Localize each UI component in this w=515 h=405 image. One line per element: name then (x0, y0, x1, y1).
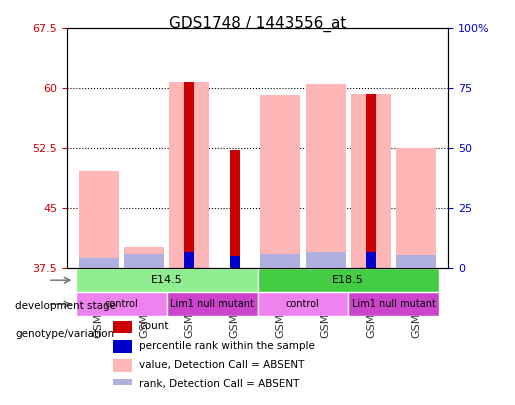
FancyBboxPatch shape (258, 292, 348, 316)
Bar (113, 379, 132, 391)
Bar (230, 256, 240, 268)
Text: count: count (140, 322, 169, 331)
Bar (184, 252, 195, 268)
Bar (184, 82, 195, 268)
Text: E14.5: E14.5 (151, 275, 183, 285)
Text: value, Detection Call = ABSENT: value, Detection Call = ABSENT (140, 360, 305, 370)
FancyBboxPatch shape (76, 268, 258, 292)
Bar (397, 255, 436, 268)
Bar (351, 94, 391, 268)
Bar (79, 171, 118, 268)
Bar (124, 247, 164, 268)
Bar (113, 340, 132, 352)
FancyBboxPatch shape (76, 292, 167, 316)
FancyBboxPatch shape (348, 292, 439, 316)
Bar (230, 150, 240, 268)
FancyBboxPatch shape (258, 268, 439, 292)
Text: genotype/variation: genotype/variation (15, 329, 114, 339)
Bar (113, 359, 132, 372)
Bar (169, 82, 210, 268)
Bar (366, 252, 376, 268)
Text: percentile rank within the sample: percentile rank within the sample (140, 341, 315, 351)
Bar (124, 254, 164, 268)
Bar (79, 258, 118, 268)
Text: control: control (105, 299, 138, 309)
Text: GDS1748 / 1443556_at: GDS1748 / 1443556_at (169, 16, 346, 32)
Bar (397, 148, 436, 268)
Bar (260, 254, 300, 268)
Text: control: control (286, 299, 320, 309)
Bar (260, 95, 300, 268)
Bar (305, 252, 346, 268)
Text: Lim1 null mutant: Lim1 null mutant (352, 299, 436, 309)
Bar (305, 84, 346, 268)
Text: E18.5: E18.5 (332, 275, 364, 285)
Text: Lim1 null mutant: Lim1 null mutant (170, 299, 254, 309)
FancyBboxPatch shape (167, 292, 258, 316)
Bar (113, 321, 132, 333)
Bar (366, 94, 376, 268)
Text: rank, Detection Call = ABSENT: rank, Detection Call = ABSENT (140, 379, 300, 389)
Text: development stage: development stage (15, 301, 116, 311)
